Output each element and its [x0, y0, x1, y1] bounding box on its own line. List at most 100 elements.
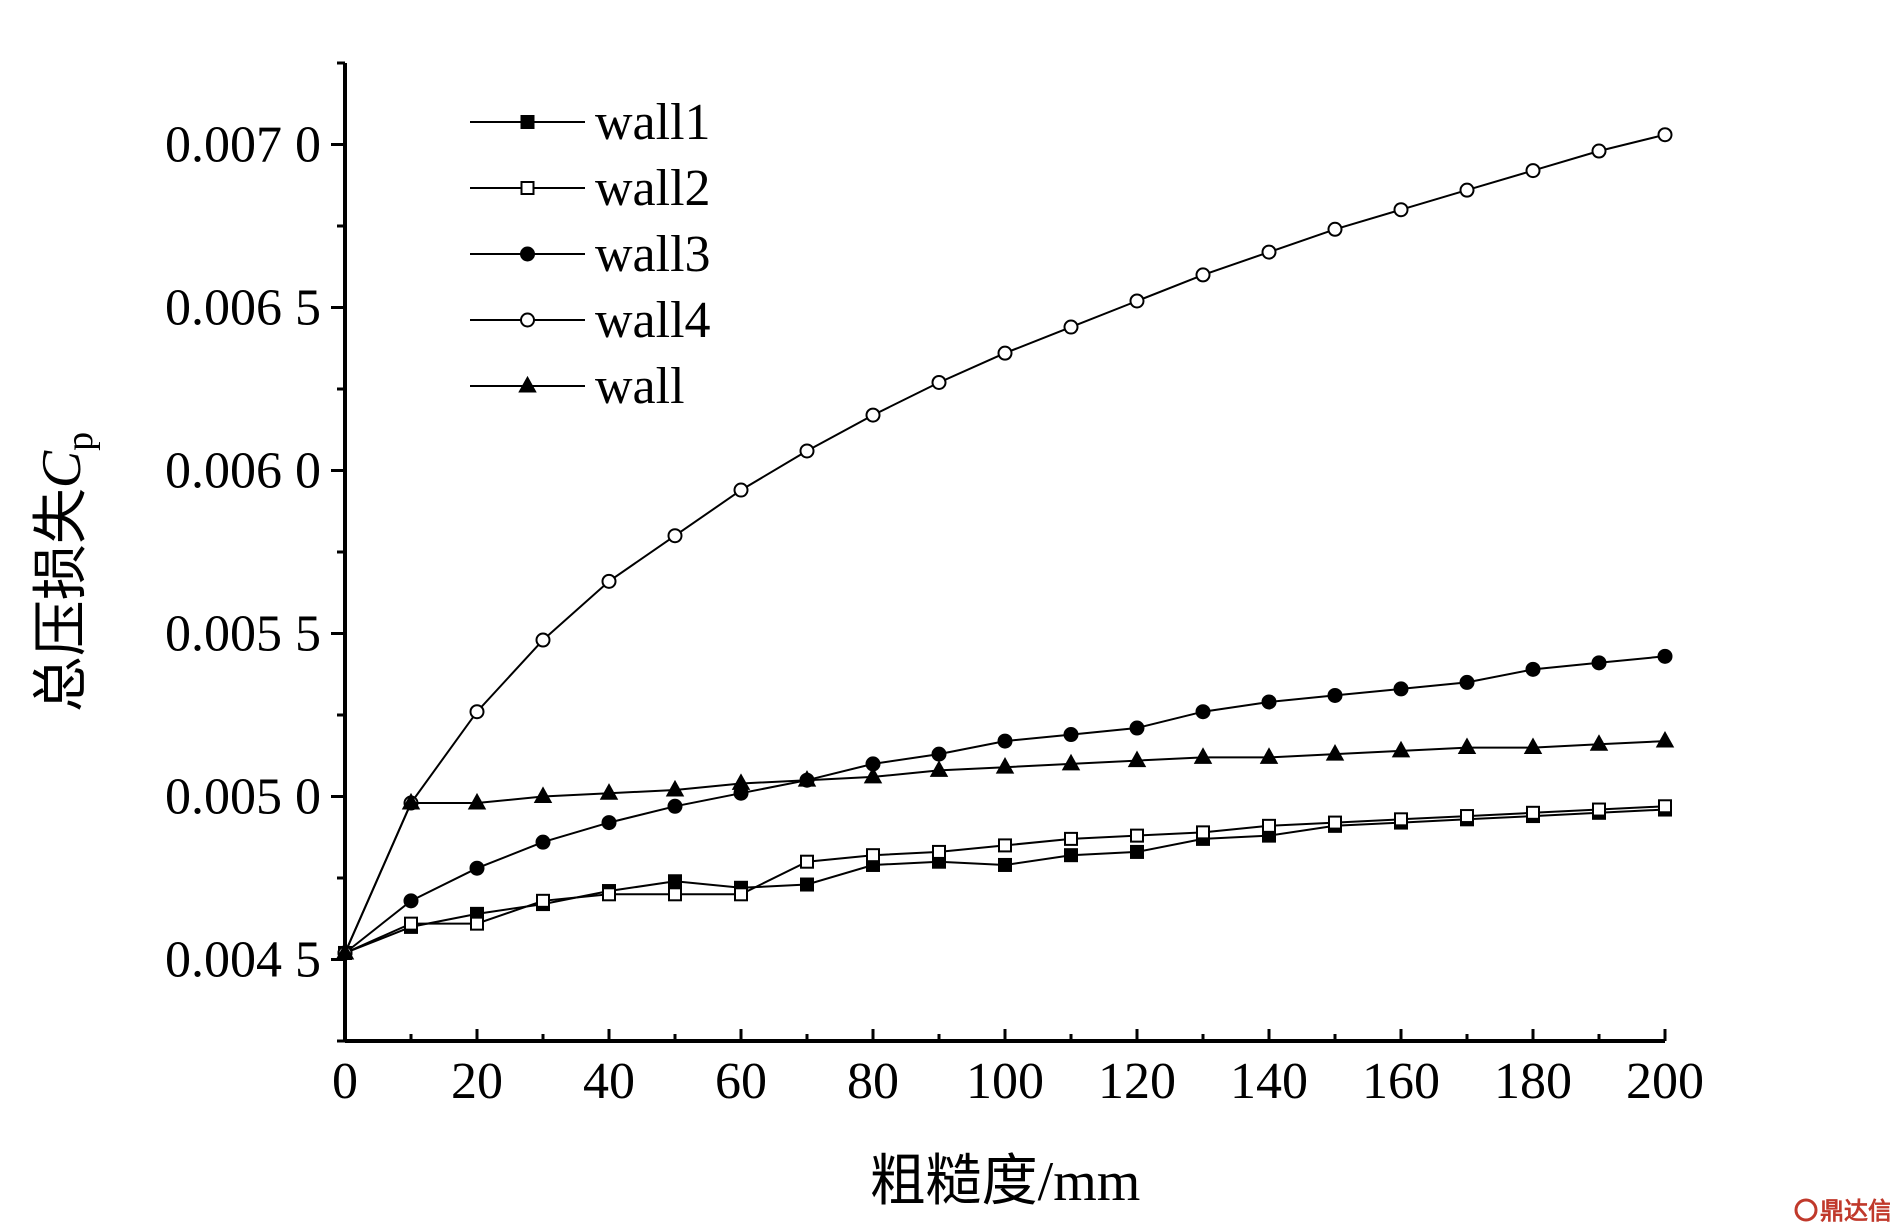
x-tick-label: 60	[715, 1053, 767, 1110]
data-point-wall2	[404, 916, 418, 931]
series-line-wall1	[344, 808, 1666, 954]
legend-item: wall	[470, 358, 685, 415]
y-tick-label: 0.007 0	[165, 117, 321, 174]
legend-label: wall2	[595, 160, 711, 217]
x-tick-label: 40	[583, 1053, 635, 1110]
data-point-wall4	[1525, 163, 1541, 179]
data-point-wall	[1325, 744, 1345, 761]
series-wall4	[337, 127, 1673, 961]
data-point-wall2	[1526, 805, 1540, 820]
data-point-wall3	[1063, 727, 1079, 743]
data-point-wall	[1391, 740, 1411, 758]
data-point-wall3	[403, 893, 419, 909]
x-tick-label: 200	[1626, 1053, 1704, 1110]
data-point-wall3	[931, 746, 947, 762]
data-point-wall3	[1261, 694, 1277, 710]
data-point-wall3	[1591, 655, 1607, 671]
data-point-wall2	[668, 887, 682, 902]
data-point-wall2	[470, 916, 484, 931]
x-tick-label: 120	[1098, 1053, 1176, 1110]
series-wall1	[338, 802, 1672, 960]
legend-label: wall3	[595, 226, 711, 283]
series-wall	[335, 730, 1675, 960]
x-tick-label: 180	[1494, 1053, 1572, 1110]
watermark-logo-icon	[1794, 1198, 1818, 1222]
data-point-wall2	[1064, 831, 1078, 846]
data-point-wall	[1061, 753, 1081, 771]
data-point-wall	[1655, 730, 1675, 748]
data-point-wall2	[1460, 809, 1474, 824]
data-point-wall2	[602, 887, 616, 902]
y-tick-label: 0.006 5	[165, 280, 321, 337]
x-tick-label: 100	[966, 1053, 1044, 1110]
data-point-wall3	[1327, 687, 1343, 703]
data-point-wall3	[997, 733, 1013, 749]
legend-item: wall4	[470, 292, 711, 349]
data-point-wall2	[1262, 818, 1276, 833]
data-point-wall1	[668, 874, 682, 889]
data-point-wall	[1127, 750, 1147, 768]
x-axis-title: 粗糙度/mm	[870, 1151, 1141, 1213]
data-point-wall1	[1130, 844, 1144, 859]
data-point-wall2	[536, 893, 550, 908]
y-tick-label: 0.005 5	[165, 606, 321, 663]
data-point-wall2	[1130, 828, 1144, 843]
data-point-wall3	[667, 798, 683, 814]
data-point-wall4	[1459, 182, 1475, 198]
data-point-wall3	[1195, 704, 1211, 720]
data-point-wall	[665, 779, 685, 797]
data-point-wall	[863, 766, 883, 784]
data-point-wall3	[1459, 674, 1475, 690]
legend-item: wall3	[470, 226, 711, 283]
data-point-wall2	[1196, 825, 1210, 840]
data-point-wall	[1457, 737, 1477, 755]
data-point-wall	[1589, 734, 1609, 751]
data-point-wall3	[535, 834, 551, 850]
data-point-wall2	[1328, 815, 1342, 830]
legend-marker	[520, 181, 535, 195]
data-point-wall3	[469, 860, 485, 876]
y-tick-label: 0.006 0	[165, 443, 321, 500]
data-point-wall3	[1393, 681, 1409, 697]
data-point-wall4	[1657, 127, 1673, 143]
legend-label: wall4	[595, 292, 711, 349]
series-wall3	[337, 648, 1673, 961]
data-point-wall3	[1525, 661, 1541, 677]
data-point-wall2	[866, 848, 880, 863]
data-point-wall	[1193, 747, 1213, 764]
data-point-wall3	[601, 815, 617, 831]
data-point-wall1	[800, 877, 814, 892]
legend-item: wall1	[470, 94, 711, 151]
data-point-wall2	[998, 838, 1012, 853]
y-axis-title: 总压损失Cp	[31, 432, 101, 712]
data-point-wall2	[1592, 802, 1606, 817]
series-wall2	[338, 799, 1672, 960]
data-point-wall4	[1063, 319, 1079, 335]
y-axis-title-main: 总压损失	[31, 488, 93, 712]
data-point-wall1	[1064, 848, 1078, 863]
legend-marker	[520, 115, 535, 129]
y-axis-title-subscript: p	[59, 432, 101, 451]
legend-marker	[520, 312, 535, 328]
data-point-wall3	[1657, 648, 1673, 664]
series-line-wall4	[344, 133, 1666, 954]
data-point-wall	[1523, 737, 1543, 755]
legend-item: wall2	[470, 160, 711, 217]
x-tick-label: 140	[1230, 1053, 1308, 1110]
data-point-wall4	[535, 632, 551, 648]
y-tick-label: 0.005 0	[165, 769, 321, 826]
data-point-wall4	[601, 573, 617, 589]
data-point-wall4	[1327, 221, 1343, 237]
data-point-wall	[731, 773, 751, 790]
legend-label: wall	[595, 358, 685, 415]
watermark-text: 鼎达信	[1820, 1197, 1890, 1225]
data-point-wall2	[932, 844, 946, 859]
data-point-wall4	[1393, 202, 1409, 218]
data-point-wall4	[1195, 267, 1211, 283]
data-point-wall4	[1261, 244, 1277, 260]
data-point-wall4	[865, 407, 881, 423]
data-point-wall	[797, 770, 817, 787]
x-tick-label: 80	[847, 1053, 899, 1110]
data-point-wall4	[1591, 143, 1607, 159]
